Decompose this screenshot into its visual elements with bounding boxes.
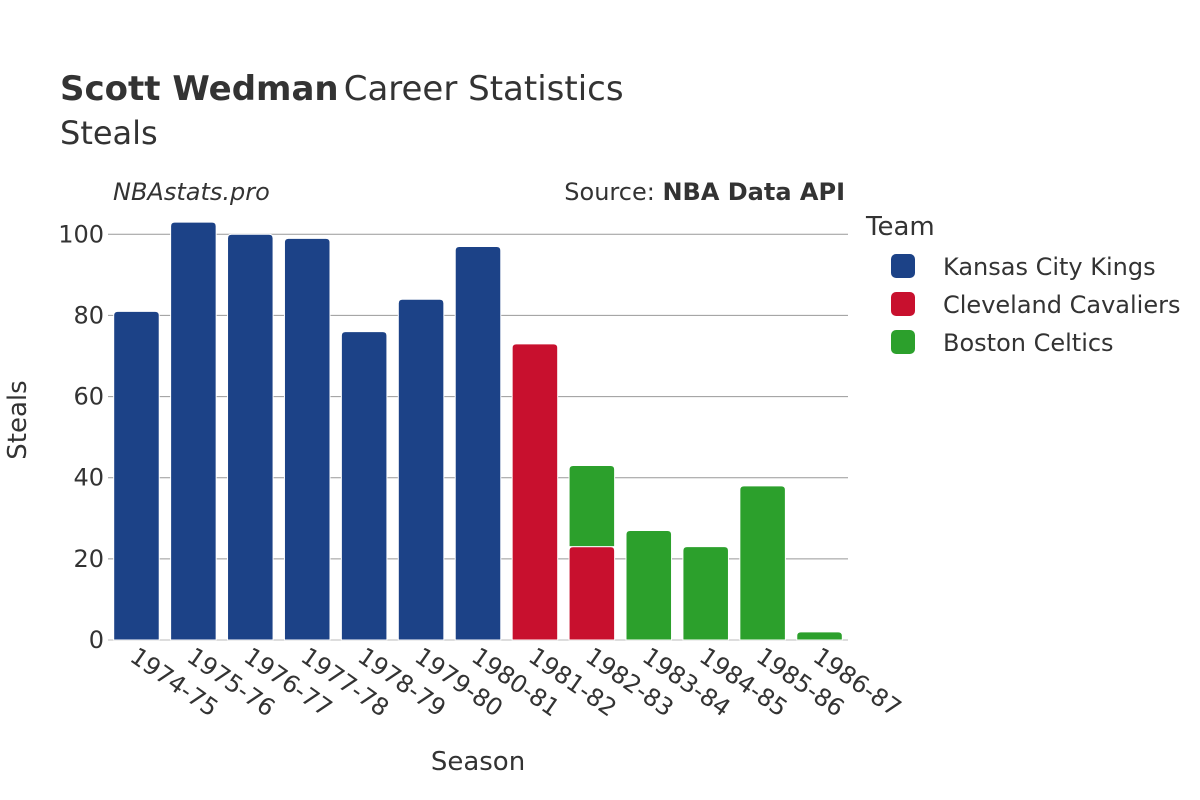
bar-boston-celtics-1982-83 (568, 465, 616, 548)
bar-kansas-city-kings-1978-79 (340, 331, 388, 641)
legend-title: Team (865, 212, 935, 242)
bar-kansas-city-kings-1977-78 (283, 237, 331, 641)
y-tick-label: 40 (73, 464, 104, 492)
bars (113, 221, 843, 641)
watermark: NBAstats.pro (113, 178, 270, 206)
bar-cleveland-cavaliers-1982-83 (568, 546, 616, 641)
bar-boston-celtics-1986-87 (796, 631, 843, 641)
chart-title-name: Scott Wedman (60, 69, 339, 109)
y-axis-ticks: 0 20 40 60 80 100 (58, 220, 104, 654)
x-axis-ticks: 1974-751975-761976-771977-781978-791979-… (125, 642, 906, 722)
bar-cleveland-cavaliers-1981-82 (511, 343, 559, 641)
legend: Kansas City Kings Cleveland Cavaliers Bost… (891, 253, 1180, 357)
y-tick-label: 0 (89, 626, 104, 654)
source-credit: Source: NBA Data API (564, 178, 845, 206)
bar-boston-celtics-1983-84 (625, 529, 673, 641)
bar-kansas-city-kings-1976-77 (227, 233, 274, 641)
bar-boston-celtics-1985-86 (739, 485, 786, 641)
y-tick-label: 80 (73, 301, 104, 329)
legend-label: Boston Celtics (943, 329, 1114, 357)
chart-subtitle: Steals (60, 114, 158, 152)
legend-swatch (891, 254, 915, 278)
bar-kansas-city-kings-1980-81 (454, 245, 502, 641)
source-prefix: Source: (564, 178, 662, 206)
source-name: NBA Data API (662, 178, 845, 206)
chart-title-suffix: Career Statistics (344, 69, 624, 109)
legend-label: Kansas City Kings (943, 253, 1156, 281)
bar-kansas-city-kings-1975-76 (170, 221, 217, 641)
legend-swatch (891, 330, 915, 354)
legend-label: Cleveland Cavaliers (943, 291, 1180, 319)
y-tick-label: 100 (58, 220, 104, 248)
bar-kansas-city-kings-1974-75 (113, 310, 160, 641)
bar-kansas-city-kings-1979-80 (397, 298, 445, 641)
y-tick-label: 20 (73, 545, 104, 573)
x-axis-title: Season (431, 747, 525, 777)
y-tick-label: 60 (73, 383, 104, 411)
bar-boston-celtics-1984-85 (682, 546, 729, 641)
y-axis-title: Steals (3, 380, 33, 459)
legend-swatch (891, 292, 915, 316)
chart-title: Scott Wedman Career Statistics (60, 69, 624, 109)
